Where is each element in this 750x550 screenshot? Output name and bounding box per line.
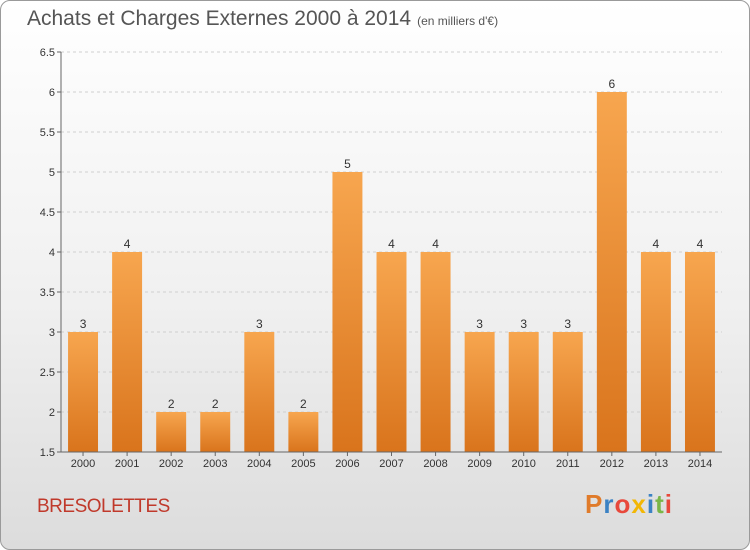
bar — [288, 412, 319, 452]
data-label: 3 — [520, 317, 527, 331]
y-tick-label: 6 — [49, 87, 55, 99]
x-tick-label: 2000 — [71, 458, 95, 470]
x-tick-label: 2013 — [644, 458, 668, 470]
y-tick-label: 4.5 — [40, 207, 55, 219]
bar — [420, 252, 451, 452]
logo-letter: i — [646, 489, 656, 519]
x-tick-label: 2009 — [467, 458, 491, 470]
x-tick-label: 2007 — [379, 458, 403, 470]
y-tick-label: 6.5 — [40, 47, 55, 59]
y-tick-label: 4 — [49, 247, 55, 259]
data-label: 2 — [300, 397, 307, 411]
bar — [464, 332, 495, 452]
bar — [244, 332, 275, 452]
bar — [596, 92, 627, 452]
x-tick-label: 2002 — [159, 458, 183, 470]
logo-letter: o — [614, 489, 632, 519]
data-label: 3 — [256, 317, 263, 331]
chart-subtitle: (en milliers d'€) — [417, 14, 499, 28]
y-tick-label: 3.5 — [40, 287, 55, 299]
bar — [508, 332, 539, 452]
data-label: 3 — [476, 317, 483, 331]
bar — [684, 252, 715, 452]
commune-name: BRESOLETTES — [37, 496, 170, 517]
data-label: 4 — [653, 237, 660, 251]
bar — [332, 172, 363, 452]
x-tick-label: 2001 — [115, 458, 139, 470]
x-tick-label: 2008 — [423, 458, 447, 470]
chart-title-text: Achats et Charges Externes 2000 à 2014 — [27, 7, 412, 30]
proxiti-logo: Proxiti — [585, 489, 673, 520]
y-tick-label: 3 — [49, 327, 55, 339]
logo-letter: r — [603, 489, 615, 519]
bar — [376, 252, 407, 452]
y-tick-label: 2.5 — [40, 367, 55, 379]
bar — [68, 332, 99, 452]
data-label: 4 — [432, 237, 439, 251]
data-label: 5 — [344, 157, 351, 171]
data-label: 4 — [388, 237, 395, 251]
bar — [112, 252, 143, 452]
axes: 1.5 2 2.5 3 3.5 4 4.5 5 5.5 6 6.5 2000 2001 2002 2003 2… — [40, 47, 722, 470]
data-label: 4 — [124, 237, 131, 251]
x-tick-label: 2014 — [688, 458, 712, 470]
x-tick-label: 2004 — [247, 458, 271, 470]
bar — [156, 412, 187, 452]
x-tick-label: 2011 — [556, 458, 580, 470]
data-label: 6 — [608, 77, 615, 91]
logo-letter: t — [655, 489, 665, 519]
x-tick-label: 2012 — [600, 458, 624, 470]
y-tick-label: 5 — [49, 167, 55, 179]
data-label: 3 — [564, 317, 571, 331]
chart-title: Achats et Charges Externes 2000 à 2014 (e… — [27, 7, 498, 31]
logo-letter: P — [585, 489, 604, 519]
data-label: 3 — [80, 317, 87, 331]
x-tick-label: 2006 — [335, 458, 359, 470]
x-tick-label: 2005 — [291, 458, 315, 470]
logo-letter: x — [631, 489, 647, 519]
x-tick-label: 2003 — [203, 458, 227, 470]
y-tick-label: 1.5 — [40, 447, 55, 459]
x-tick-label: 2010 — [511, 458, 535, 470]
y-tick-label: 2 — [49, 407, 55, 419]
data-label: 4 — [697, 237, 704, 251]
bars: 3 4 2 2 3 2 5 4 4 3 3 3 6 4 4 — [68, 77, 715, 452]
bar — [640, 252, 671, 452]
bar — [552, 332, 583, 452]
data-label: 2 — [168, 397, 175, 411]
logo-letter: i — [664, 489, 673, 519]
y-tick-label: 5.5 — [40, 127, 55, 139]
bar — [200, 412, 231, 452]
data-label: 2 — [212, 397, 219, 411]
